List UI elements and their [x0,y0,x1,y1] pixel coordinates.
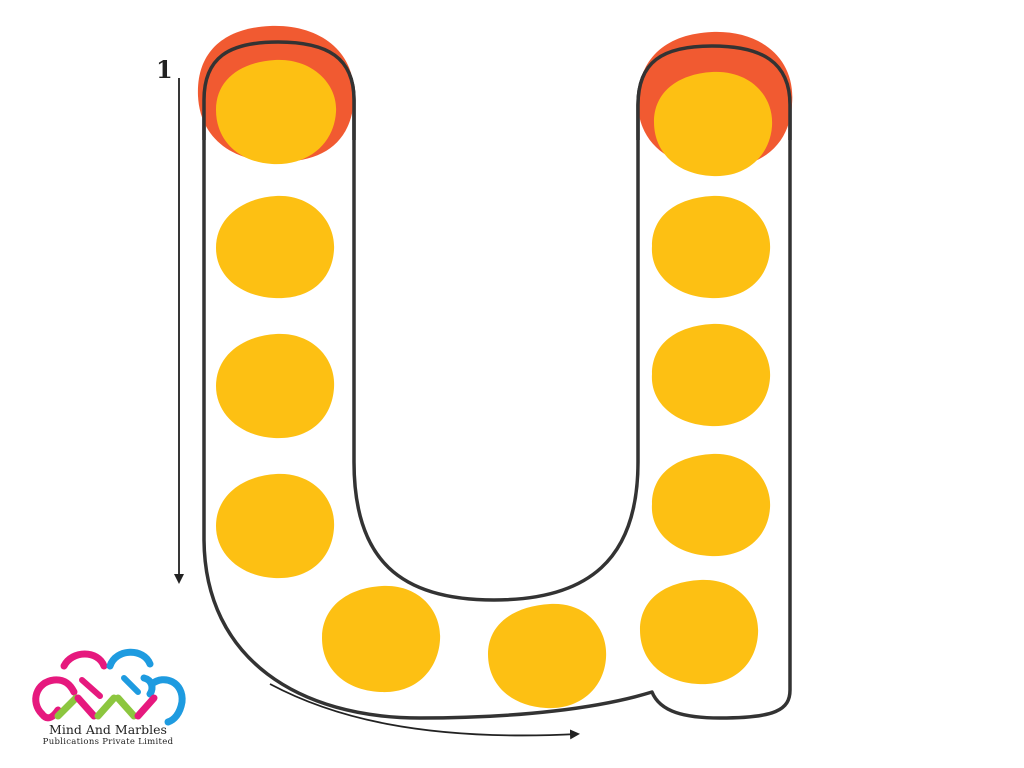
dot-right-4 [651,453,771,557]
brand-subtitle: Publications Private Limited [42,737,174,747]
dot-right-1 [654,71,773,177]
dot-bottom-2 [488,603,607,709]
dot-left-4 [216,473,335,579]
mind-and-marbles-logo-icon [32,648,186,726]
tracing-dots [216,59,773,709]
dot-left-1 [216,59,337,165]
arrow-right-curve-icon [269,683,580,740]
letter-u-outline-right-cap [636,44,792,140]
dot-left-2 [216,195,335,299]
dot-left-3 [216,333,335,439]
dot-right-3 [651,323,771,427]
stroke-number-label: 1 [156,55,173,84]
dot-right-2 [651,195,771,299]
brand-name: Mind And Marbles [49,722,167,737]
dot-bottom-1 [322,585,441,693]
dot-right-bottom [640,579,759,685]
letter-u-outline-left-cap [202,40,356,140]
